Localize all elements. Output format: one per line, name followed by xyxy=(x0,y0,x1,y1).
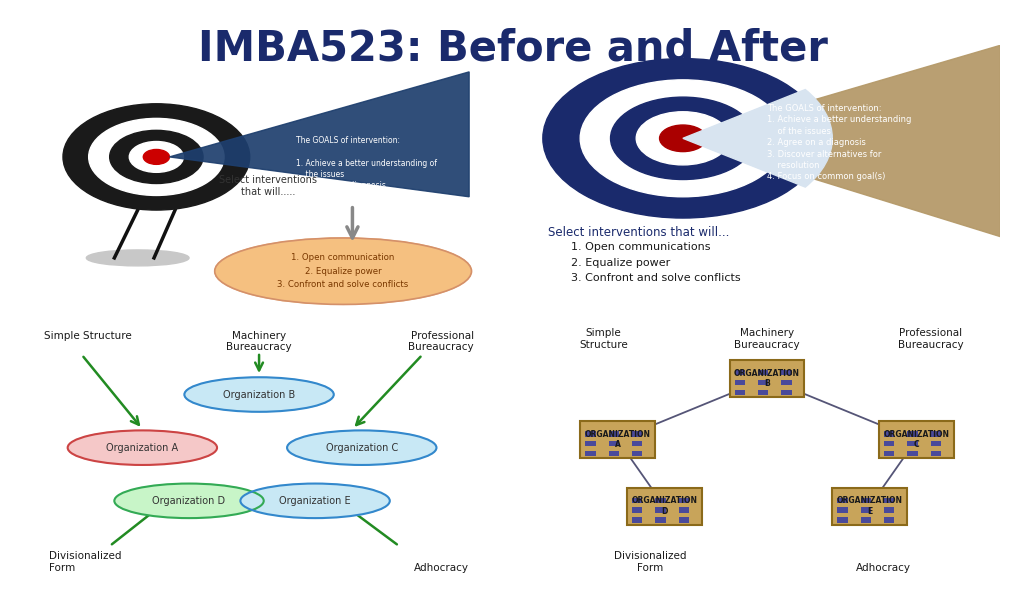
Text: The GOALS of intervention:

1. Achieve a better understanding of
    the issues
: The GOALS of intervention: 1. Achieve a … xyxy=(297,136,441,213)
FancyBboxPatch shape xyxy=(632,517,642,522)
Text: Organization D: Organization D xyxy=(153,496,226,506)
Polygon shape xyxy=(683,45,1000,237)
Ellipse shape xyxy=(86,250,189,266)
Text: ORGANIZATION
A: ORGANIZATION A xyxy=(585,430,650,449)
Text: Organization C: Organization C xyxy=(325,443,398,452)
FancyBboxPatch shape xyxy=(879,421,954,458)
Text: IMBA523: Before and After: IMBA523: Before and After xyxy=(198,27,828,69)
FancyBboxPatch shape xyxy=(627,487,702,525)
FancyBboxPatch shape xyxy=(931,441,941,446)
FancyBboxPatch shape xyxy=(679,507,689,513)
Circle shape xyxy=(144,149,169,164)
FancyBboxPatch shape xyxy=(608,431,619,437)
FancyBboxPatch shape xyxy=(632,441,642,446)
Ellipse shape xyxy=(214,238,472,304)
FancyBboxPatch shape xyxy=(632,498,642,503)
FancyBboxPatch shape xyxy=(729,360,804,397)
Text: 1. Open communication
2. Equalize power
3. Confront and solve conflicts: 1. Open communication 2. Equalize power … xyxy=(277,254,408,289)
FancyBboxPatch shape xyxy=(735,370,745,376)
FancyBboxPatch shape xyxy=(861,498,871,503)
FancyBboxPatch shape xyxy=(656,498,666,503)
Text: Adhocracy: Adhocracy xyxy=(415,562,469,573)
FancyBboxPatch shape xyxy=(931,431,941,437)
Circle shape xyxy=(129,141,184,172)
Text: Divisionalized
Form: Divisionalized Form xyxy=(49,551,121,573)
Text: Organization B: Organization B xyxy=(223,390,295,399)
FancyBboxPatch shape xyxy=(758,370,768,376)
FancyBboxPatch shape xyxy=(608,441,619,446)
FancyBboxPatch shape xyxy=(931,451,941,456)
FancyBboxPatch shape xyxy=(907,431,917,437)
Ellipse shape xyxy=(185,378,333,412)
FancyBboxPatch shape xyxy=(837,507,847,513)
Wedge shape xyxy=(683,89,832,187)
FancyBboxPatch shape xyxy=(758,380,768,385)
Text: Machinery
Bureaucracy: Machinery Bureaucracy xyxy=(227,331,291,352)
Text: Organization E: Organization E xyxy=(279,496,351,506)
FancyBboxPatch shape xyxy=(884,441,895,446)
Ellipse shape xyxy=(114,484,264,518)
Ellipse shape xyxy=(68,431,218,465)
FancyBboxPatch shape xyxy=(907,451,917,456)
FancyBboxPatch shape xyxy=(586,431,596,437)
Ellipse shape xyxy=(240,484,390,518)
FancyBboxPatch shape xyxy=(837,498,847,503)
Ellipse shape xyxy=(287,431,436,465)
FancyBboxPatch shape xyxy=(656,517,666,522)
Text: ORGANIZATION
B: ORGANIZATION B xyxy=(734,369,800,388)
Circle shape xyxy=(63,104,249,210)
FancyBboxPatch shape xyxy=(586,451,596,456)
Circle shape xyxy=(543,59,823,218)
Circle shape xyxy=(610,97,755,179)
Text: The GOALS of intervention:
1. Achieve a better understanding
    of the issues
2: The GOALS of intervention: 1. Achieve a … xyxy=(767,104,911,181)
FancyBboxPatch shape xyxy=(861,507,871,513)
FancyBboxPatch shape xyxy=(884,451,895,456)
FancyBboxPatch shape xyxy=(632,507,642,513)
Circle shape xyxy=(110,130,203,184)
Text: Professional
Bureaucracy: Professional Bureaucracy xyxy=(898,328,963,350)
FancyBboxPatch shape xyxy=(884,498,895,503)
FancyBboxPatch shape xyxy=(837,517,847,522)
Text: ORGANIZATION
C: ORGANIZATION C xyxy=(883,430,949,449)
FancyBboxPatch shape xyxy=(586,441,596,446)
FancyBboxPatch shape xyxy=(782,380,792,385)
FancyBboxPatch shape xyxy=(884,507,895,513)
FancyBboxPatch shape xyxy=(632,431,642,437)
Text: Machinery
Bureaucracy: Machinery Bureaucracy xyxy=(735,328,799,350)
FancyBboxPatch shape xyxy=(679,517,689,522)
FancyBboxPatch shape xyxy=(632,451,642,456)
FancyBboxPatch shape xyxy=(758,390,768,395)
FancyBboxPatch shape xyxy=(782,370,792,376)
FancyBboxPatch shape xyxy=(861,517,871,522)
FancyBboxPatch shape xyxy=(735,390,745,395)
FancyBboxPatch shape xyxy=(884,431,895,437)
FancyBboxPatch shape xyxy=(608,451,619,456)
Text: Simple
Structure: Simple Structure xyxy=(579,328,628,350)
Circle shape xyxy=(580,80,786,197)
Text: 1. Open communications
2. Equalize power
3. Confront and solve conflicts: 1. Open communications 2. Equalize power… xyxy=(570,242,741,283)
Text: Select interventions
that will.....: Select interventions that will..... xyxy=(220,175,317,197)
Text: ORGANIZATION
D: ORGANIZATION D xyxy=(631,496,698,516)
Text: Divisionalized
Form: Divisionalized Form xyxy=(614,551,686,573)
FancyBboxPatch shape xyxy=(656,507,666,513)
Circle shape xyxy=(660,125,706,152)
Text: Organization A: Organization A xyxy=(107,443,179,452)
Text: Select interventions that will...: Select interventions that will... xyxy=(548,226,728,239)
Text: Professional
Bureaucracy: Professional Bureaucracy xyxy=(408,331,474,352)
FancyBboxPatch shape xyxy=(884,517,895,522)
FancyBboxPatch shape xyxy=(907,441,917,446)
Circle shape xyxy=(88,118,224,196)
Text: Adhocracy: Adhocracy xyxy=(856,562,911,573)
FancyBboxPatch shape xyxy=(782,390,792,395)
FancyBboxPatch shape xyxy=(679,498,689,503)
Polygon shape xyxy=(169,72,469,197)
FancyBboxPatch shape xyxy=(735,380,745,385)
FancyBboxPatch shape xyxy=(832,487,907,525)
Text: Simple Structure: Simple Structure xyxy=(44,331,132,341)
FancyBboxPatch shape xyxy=(580,421,655,458)
Text: ORGANIZATION
E: ORGANIZATION E xyxy=(836,496,903,516)
Circle shape xyxy=(636,112,729,165)
